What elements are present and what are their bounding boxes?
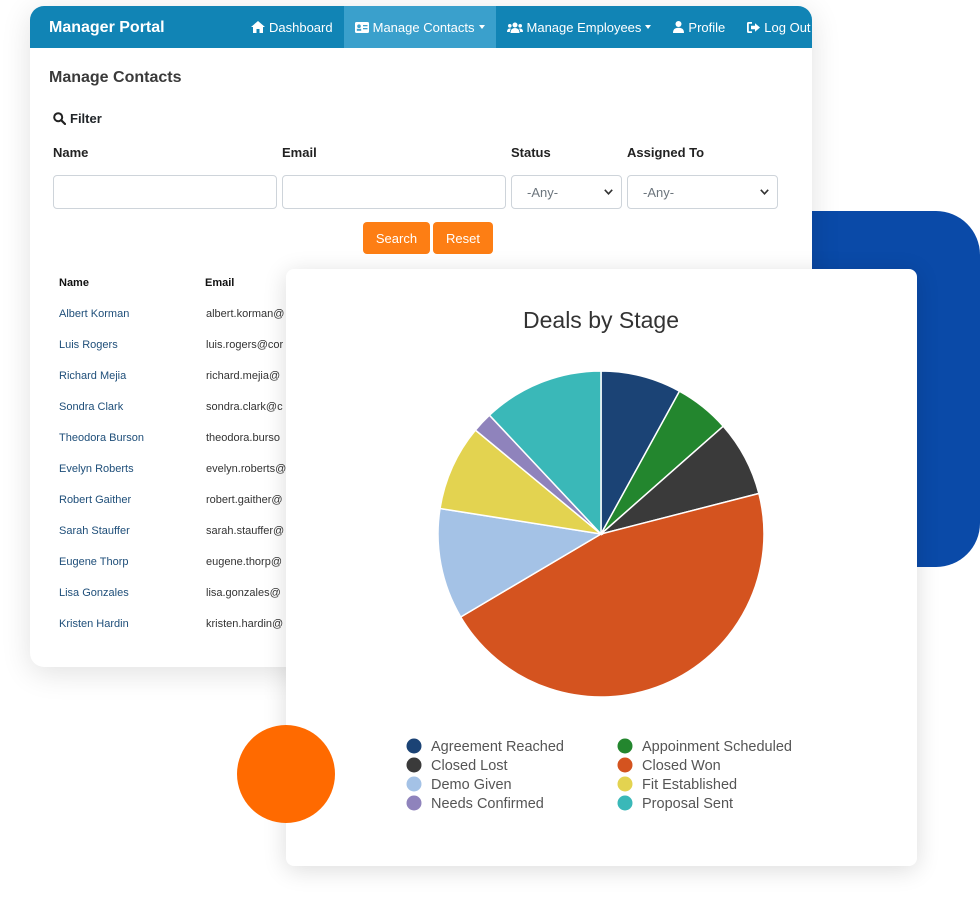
legend-label[interactable]: Fit Established: [642, 777, 737, 793]
legend-label[interactable]: Proposal Sent: [642, 796, 733, 812]
contact-email: evelyn.roberts@: [206, 463, 287, 475]
column-header-name: Name: [59, 277, 89, 289]
assigned-select-value: -Any-: [643, 185, 675, 200]
user-icon: [673, 21, 685, 33]
assigned-filter-select[interactable]: -Any-: [627, 175, 778, 209]
contact-name-link[interactable]: Eugene Thorp: [59, 556, 129, 568]
users-icon: [506, 22, 523, 33]
nav-manage-contacts-label: Manage Contacts: [372, 19, 475, 35]
decorative-orange-circle: [237, 725, 335, 823]
legend-marker: [406, 757, 422, 773]
contact-name-link[interactable]: Kristen Hardin: [59, 618, 129, 630]
legend-marker: [406, 795, 422, 811]
contact-email: sarah.stauffer@: [206, 525, 285, 537]
nav-dashboard-label: Dashboard: [269, 19, 333, 35]
name-filter-input[interactable]: [53, 175, 277, 209]
chevron-down-icon: [478, 25, 485, 29]
column-header-email: Email: [205, 277, 235, 289]
status-filter-select[interactable]: -Any-: [511, 175, 622, 209]
legend-label[interactable]: Appoinment Scheduled: [642, 739, 792, 755]
nav-dashboard[interactable]: Dashboard: [240, 6, 344, 48]
nav-menu: Dashboard Manage Contacts Manage Employe…: [240, 6, 812, 48]
email-filter-label: Email: [282, 145, 317, 160]
legend-label[interactable]: Agreement Reached: [431, 739, 564, 755]
legend-marker: [617, 776, 633, 792]
nav-profile-label: Profile: [688, 19, 726, 35]
nav-manage-contacts[interactable]: Manage Contacts: [343, 6, 496, 48]
contact-name-link[interactable]: Sondra Clark: [59, 401, 124, 413]
chart-title: Deals by Stage: [523, 307, 679, 333]
pie-slice-closed-won[interactable]: [459, 492, 765, 698]
navbar: Manager Portal Dashboard Manage Contacts…: [30, 6, 812, 48]
nav-manage-employees[interactable]: Manage Employees: [496, 6, 663, 48]
chart-card: Deals by Stage Agreement Reached Appoinme…: [286, 269, 917, 866]
contact-email: albert.korman@: [206, 308, 285, 320]
legend-marker: [617, 757, 633, 773]
contact-email: richard.mejia@: [206, 370, 281, 382]
contact-name-link[interactable]: Theodora Burson: [59, 432, 144, 444]
chevron-down-icon: [604, 189, 613, 195]
contact-name-link[interactable]: Evelyn Roberts: [59, 463, 134, 475]
assigned-filter-label: Assigned To: [627, 145, 705, 160]
chevron-down-icon: [645, 25, 652, 29]
brand[interactable]: Manager Portal: [49, 19, 165, 36]
reset-button[interactable]: Reset: [433, 222, 493, 254]
legend-label[interactable]: Demo Given: [431, 777, 512, 793]
chevron-down-icon: [760, 189, 769, 195]
filter-title: Filter: [70, 111, 102, 126]
contact-name-link[interactable]: Albert Korman: [59, 308, 130, 320]
contact-email: sondra.clark@c: [206, 401, 283, 413]
filter-heading: Filter: [53, 111, 102, 126]
contact-name-link[interactable]: Richard Mejia: [59, 370, 127, 382]
legend-marker: [617, 738, 633, 754]
deals-by-stage-chart: Deals by Stage Agreement Reached Appoinme…: [406, 307, 792, 812]
pie-slice-proposal-sent[interactable]: [488, 370, 602, 536]
search-button[interactable]: Search: [363, 222, 430, 254]
pie-slice-demo-given[interactable]: [437, 507, 604, 619]
legend-label[interactable]: Needs Confirmed: [431, 796, 544, 812]
logout-icon: [747, 21, 761, 33]
status-select-value: -Any-: [527, 185, 559, 200]
legend-marker: [406, 738, 422, 754]
contact-name-link[interactable]: Sarah Stauffer: [59, 525, 130, 537]
legend-marker: [617, 795, 633, 811]
contact-card-icon: [354, 21, 369, 33]
contact-name-link[interactable]: Luis Rogers: [59, 339, 118, 351]
email-filter-input[interactable]: [282, 175, 506, 209]
nav-profile[interactable]: Profile: [662, 6, 736, 48]
nav-logout[interactable]: Log Out: [736, 6, 812, 48]
contact-email: kristen.hardin@: [206, 618, 284, 630]
contact-email: theodora.burso: [206, 432, 280, 444]
legend-label[interactable]: Closed Lost: [431, 758, 508, 774]
contact-name-link[interactable]: Robert Gaither: [59, 494, 132, 506]
nav-manage-employees-label: Manage Employees: [526, 19, 642, 35]
legend-marker: [406, 776, 422, 792]
pie-slice-fit-established[interactable]: [439, 429, 604, 536]
home-icon: [251, 21, 265, 33]
contact-email: lisa.gonzales@: [206, 587, 281, 599]
legend-label[interactable]: Closed Won: [642, 758, 721, 774]
contact-email: luis.rogers@cor: [206, 339, 284, 351]
name-filter-label: Name: [53, 145, 89, 160]
page-title: Manage Contacts: [49, 69, 182, 86]
contact-name-link[interactable]: Lisa Gonzales: [59, 587, 129, 599]
contact-email: robert.gaither@: [206, 494, 283, 506]
status-filter-label: Status: [511, 145, 551, 160]
search-icon: [53, 112, 66, 125]
contact-email: eugene.thorp@: [206, 556, 283, 568]
nav-logout-label: Log Out: [764, 19, 811, 35]
